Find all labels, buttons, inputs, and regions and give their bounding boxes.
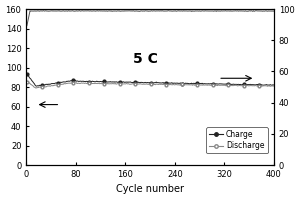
Legend: Charge, Discharge: Charge, Discharge — [206, 127, 268, 153]
Text: 5 C: 5 C — [133, 52, 158, 66]
X-axis label: Cycle number: Cycle number — [116, 184, 184, 194]
